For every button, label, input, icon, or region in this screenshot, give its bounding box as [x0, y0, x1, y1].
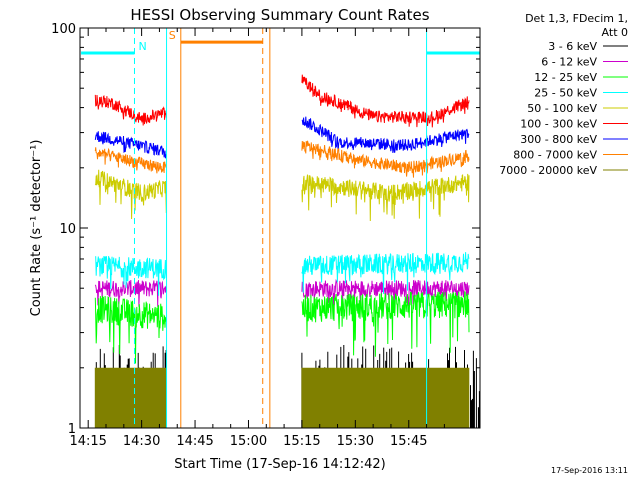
y-tick-label-1: 10: [59, 222, 76, 237]
series-4-segment-0: [94, 169, 167, 220]
legend-label-4: 50 - 100 keV: [527, 102, 597, 115]
axes-layer: 14:15 14:30 14:45 15:00 15:15 15:30 15:45 1 10 10…: [51, 22, 481, 449]
series-2-segment-0: [94, 295, 167, 364]
series-1-segment-1: [301, 278, 470, 307]
chart-title: HESSI Observing Summary Count Rates: [130, 6, 429, 24]
legend-label-6: 300 - 800 keV: [520, 133, 597, 146]
series-6-segment-1: [301, 116, 470, 154]
x-tick-label-3: 15:00: [230, 434, 267, 449]
series-8-segment-1: [301, 367, 470, 428]
series-3-segment-0: [95, 255, 167, 296]
data-layer: NS: [81, 28, 481, 428]
legend-label-1: 6 - 12 keV: [541, 56, 597, 69]
series-6-segment-0: [94, 131, 167, 159]
annotation-label-0: N: [138, 40, 146, 53]
footer-timestamp: 17-Sep-2016 13:11: [551, 466, 628, 475]
legend-label-0: 3 - 6 keV: [548, 40, 597, 53]
x-tick-label-1: 14:30: [123, 434, 160, 449]
legend-label-2: 12 - 25 keV: [534, 71, 597, 84]
legend-label-5: 100 - 300 keV: [520, 118, 597, 131]
x-tick-label-0: 14:15: [69, 434, 106, 449]
x-tick-label-2: 14:45: [176, 434, 213, 449]
y-tick-label-0: 1: [68, 422, 76, 437]
legend-label-3: 25 - 50 keV: [534, 87, 597, 100]
legend-label-8: 7000 - 20000 keV: [499, 164, 597, 177]
legend-label-7: 800 - 7000 keV: [513, 149, 597, 162]
series-5-segment-0: [94, 94, 167, 126]
series-7-segment-0: [94, 147, 167, 174]
x-axis-label: Start Time (17-Sep-16 14:12:42): [174, 457, 385, 472]
series-2-segment-1: [301, 291, 470, 357]
series-8-segment-0: [94, 367, 167, 428]
series-3-segment-1: [301, 252, 470, 294]
series-7-segment-1: [301, 140, 470, 178]
legend: 3 - 6 keV 6 - 12 keV 12 - 25 keV 25 - 50 ke…: [499, 40, 628, 177]
x-tick-label-6: 15:45: [390, 434, 427, 449]
y-axis-label: Count Rate (s⁻¹ detector⁻¹): [29, 140, 44, 317]
x-tick-label-4: 15:15: [283, 434, 320, 449]
y-tick-label-2: 100: [51, 22, 76, 37]
annotation-label-2: S: [169, 29, 176, 42]
legend-header-line-1: Det 1,3, FDecim 1,: [525, 12, 628, 25]
legend-header-line-2: Att 0: [602, 26, 628, 39]
series-1-segment-0: [94, 279, 167, 307]
series-5-segment-1: [301, 74, 470, 128]
x-tick-label-5: 15:30: [337, 434, 374, 449]
series-4-segment-1: [301, 173, 470, 222]
